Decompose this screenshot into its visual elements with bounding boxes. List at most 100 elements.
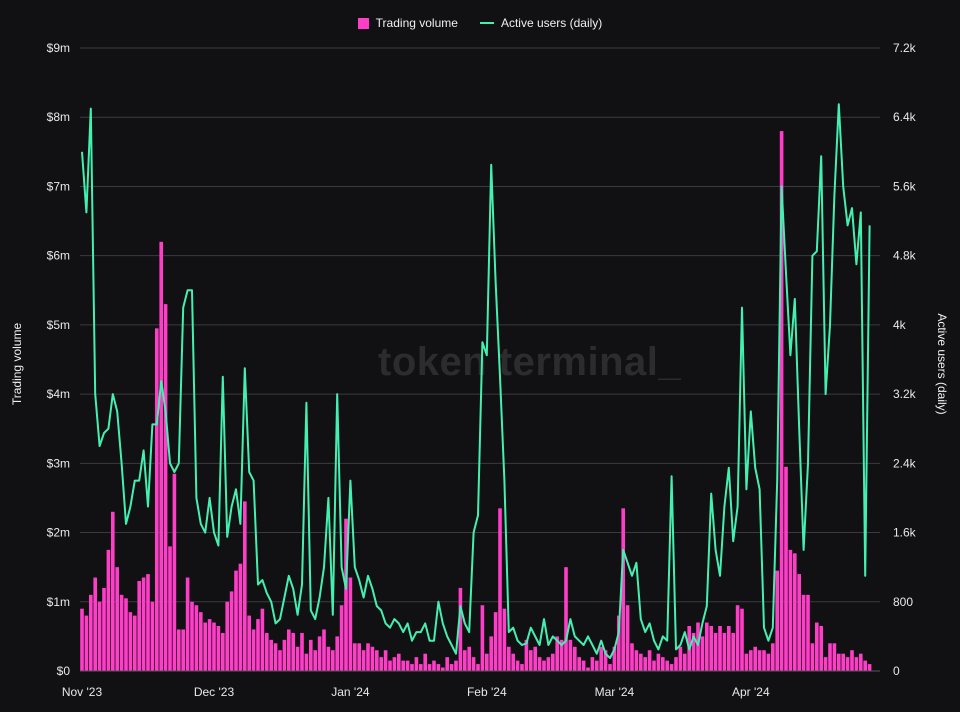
- volume-bar: [111, 511, 115, 671]
- volume-bar: [713, 632, 718, 671]
- volume-bar: [383, 650, 388, 671]
- volume-bar: [89, 594, 93, 671]
- legend-item-active-users[interactable]: Active users (daily): [479, 16, 603, 30]
- volume-bar: [696, 622, 700, 671]
- legend-label: Trading volume: [375, 16, 458, 30]
- volume-bar: [467, 646, 471, 671]
- volume-bar: [181, 629, 185, 671]
- volume-bar: [150, 601, 155, 671]
- x-tick-label: Jan '24: [331, 685, 370, 699]
- left-tick-label: $7m: [47, 179, 70, 193]
- volume-bar: [669, 664, 674, 671]
- volume-bar: [199, 612, 203, 671]
- volume-bar: [155, 328, 159, 671]
- volume-bar: [335, 636, 339, 671]
- right-tick-label: 4k: [893, 318, 907, 332]
- volume-bar: [133, 615, 137, 671]
- volume-bar: [344, 518, 348, 671]
- volume-bar: [423, 653, 427, 671]
- volume-bar: [652, 660, 656, 671]
- volume-bar: [427, 664, 432, 671]
- volume-bar: [102, 587, 106, 671]
- volume-bar: [621, 508, 625, 671]
- left-tick-label: $8m: [47, 110, 70, 124]
- volume-bar: [612, 646, 617, 671]
- volume-bar: [436, 664, 441, 671]
- left-tick-label: $6m: [47, 249, 70, 263]
- volume-bar: [476, 664, 480, 671]
- volume-bar: [454, 660, 458, 671]
- bar-swatch-icon: [357, 17, 369, 29]
- volume-bar: [718, 626, 722, 671]
- volume-bar: [216, 626, 221, 671]
- right-tick-label: 2.4k: [893, 456, 917, 470]
- volume-bar: [801, 594, 806, 671]
- volume-bar: [339, 605, 344, 671]
- volume-bar: [823, 657, 828, 671]
- volume-bar: [498, 508, 502, 671]
- volume-bar: [630, 643, 634, 671]
- volume-bar: [357, 643, 361, 671]
- volume-bar: [159, 241, 163, 672]
- x-tick-label: Feb '24: [467, 685, 507, 699]
- x-tick-label: Nov '23: [62, 685, 103, 699]
- volume-bar: [119, 594, 124, 671]
- volume-bar: [867, 664, 872, 671]
- volume-bar: [533, 646, 537, 671]
- volume-bar: [177, 629, 181, 671]
- volume-bar: [128, 612, 133, 671]
- legend-item-trading-volume[interactable]: Trading volume: [357, 16, 458, 30]
- volume-bar: [599, 646, 603, 671]
- volume-bar: [278, 650, 282, 671]
- volume-bar: [647, 650, 652, 671]
- volume-bar: [753, 646, 757, 671]
- volume-bar: [291, 632, 295, 671]
- right-axis-title: Active users (daily): [935, 313, 949, 415]
- volume-bar: [625, 605, 630, 671]
- volume-bar: [137, 581, 141, 671]
- volume-bar: [317, 636, 322, 671]
- watermark-logo: token terminal_: [378, 340, 682, 384]
- volume-bar: [665, 660, 669, 671]
- volume-bar: [577, 657, 581, 671]
- volume-bar: [709, 626, 713, 671]
- volume-bar: [251, 629, 256, 671]
- volume-bar: [819, 626, 823, 671]
- volume-bar: [392, 657, 397, 671]
- volume-bar: [471, 657, 476, 671]
- volume-bar: [247, 615, 251, 671]
- volume-bar: [190, 601, 194, 671]
- volume-bar: [608, 664, 612, 671]
- volume-bar: [225, 601, 229, 671]
- volume-bar: [256, 619, 260, 671]
- volume-bar: [639, 653, 643, 671]
- right-tick-label: 4.8k: [893, 249, 917, 263]
- volume-bar: [766, 653, 771, 671]
- left-tick-label: $4m: [47, 387, 70, 401]
- volume-bar: [551, 653, 555, 671]
- volume-bar: [405, 660, 410, 671]
- volume-bar: [757, 650, 762, 671]
- volume-bar: [740, 608, 744, 671]
- volume-bar: [806, 594, 810, 671]
- right-tick-label: 7.2k: [893, 41, 917, 55]
- volume-bar: [238, 563, 243, 671]
- volume-bar: [524, 639, 529, 671]
- legend-label: Active users (daily): [500, 16, 603, 30]
- volume-bar: [507, 646, 511, 671]
- volume-bar: [744, 653, 749, 671]
- volume-bar: [828, 643, 832, 671]
- volume-bar: [735, 605, 740, 671]
- x-tick-label: Dec '23: [194, 685, 235, 699]
- right-tick-label: 6.4k: [893, 110, 917, 124]
- volume-bar: [722, 632, 727, 671]
- volume-bar: [586, 667, 590, 671]
- volume-bar: [590, 657, 595, 671]
- volume-bar: [300, 632, 304, 671]
- volume-bar: [564, 567, 568, 671]
- volume-bar: [691, 632, 696, 671]
- volume-bar: [546, 657, 551, 671]
- volume-bar: [287, 629, 291, 671]
- volume-bar: [555, 636, 559, 671]
